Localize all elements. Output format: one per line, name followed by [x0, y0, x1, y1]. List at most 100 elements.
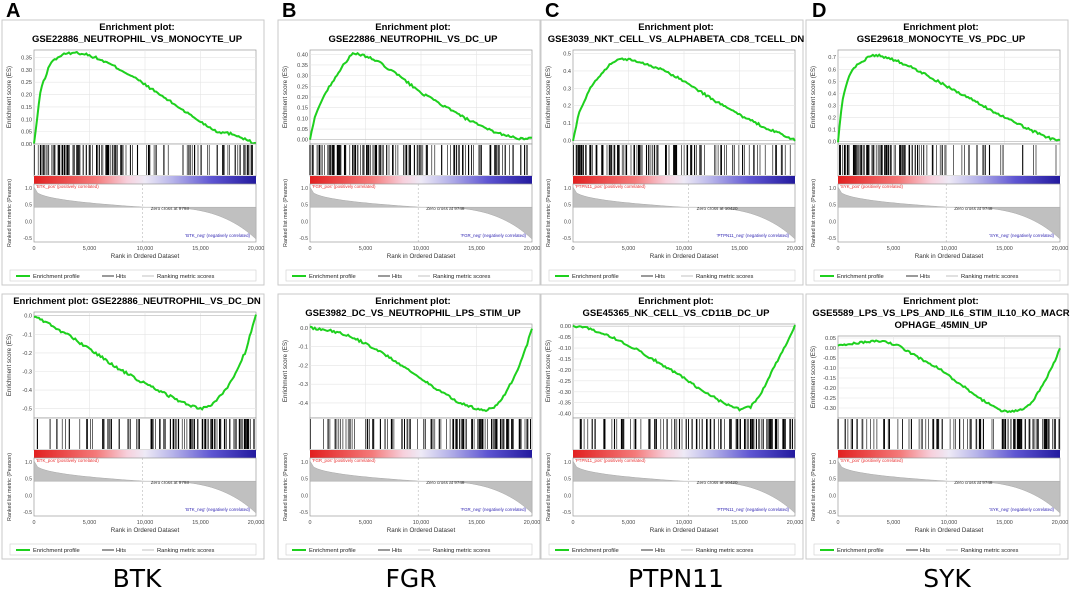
xtick-label: 0	[572, 520, 575, 526]
rank-color-bar	[34, 176, 256, 184]
gsea-panel-a-bottom: Enrichment plot: GSE22886_NEUTROPHIL_VS_…	[1, 293, 265, 560]
legend-profile-label: Enrichment profile	[33, 274, 80, 280]
es-ytick-label: -0.2	[298, 363, 308, 369]
hits-area	[837, 143, 1061, 177]
es-ytick-label: 0.30	[297, 74, 308, 80]
metric-ytick-label: 1.0	[829, 186, 836, 192]
legend-hits-label: Hits	[920, 274, 930, 280]
rank-color-bar	[310, 176, 532, 184]
chart-title-line: GSE3039_NKT_CELL_VS_ALPHABETA_CD8_TCELL_…	[548, 34, 805, 45]
chart-title-line: Enrichment plot:	[903, 22, 978, 33]
es-axis-label: Enrichment score (ES)	[6, 334, 13, 396]
chart-title-line: GSE22886_NEUTROPHIL_VS_MONOCYTE_UP	[32, 34, 243, 45]
metric-ytick-label: 0.5	[301, 203, 308, 209]
es-ytick-label: -0.3	[22, 370, 32, 376]
metric-ytick-label: 0.5	[564, 477, 571, 483]
metric-ytick-label: 1.0	[25, 186, 32, 192]
x-axis-label: Rank in Ordered Dataset	[650, 527, 719, 534]
metric-axis-label: Ranked list metric (Pearson)	[811, 179, 817, 247]
metric-ytick-label: -0.5	[299, 510, 308, 516]
gene-label-ptpn11: PTPN11	[628, 564, 724, 593]
metric-ytick-label: 0.5	[301, 477, 308, 483]
legend-ranking-label: Ranking metric scores	[696, 274, 753, 280]
xtick-label: 10,000	[676, 520, 693, 526]
legend-ranking-label: Ranking metric scores	[433, 548, 490, 554]
xtick-label: 10,000	[941, 246, 958, 252]
xtick-label: 15,000	[468, 246, 485, 252]
hit-lines	[837, 419, 1060, 449]
es-ytick-label: 0.5	[563, 51, 571, 57]
xtick-label: 20,000	[1052, 520, 1069, 526]
metric-ytick-label: 0.5	[25, 477, 32, 483]
metric-ytick-label: 1.0	[829, 460, 836, 466]
xtick-label: 5,000	[83, 246, 97, 252]
es-ytick-label: -0.20	[558, 368, 571, 374]
es-axis-label: Enrichment score (ES)	[810, 346, 817, 408]
es-curve	[572, 57, 796, 142]
legend-ranking-label: Ranking metric scores	[433, 274, 490, 280]
xtick-label: 0	[837, 246, 840, 252]
xtick-label: 0	[309, 520, 312, 526]
chart-title-line: Enrichment plot: GSE22886_NEUTROPHIL_VS_…	[13, 296, 261, 307]
neg-correlated-label: 'PTPN11_neg' (negatively correlated)	[717, 233, 790, 238]
legend-box	[9, 269, 257, 282]
es-ytick-label: 0.25	[297, 84, 308, 90]
xtick-label: 20,000	[787, 520, 804, 526]
es-ytick-label: 0.1	[563, 121, 571, 127]
pos-correlated-label: 'BTK_pos' (positively correlated)	[36, 184, 99, 189]
es-ytick-label: -0.2	[22, 351, 32, 357]
x-axis-label: Rank in Ordered Dataset	[111, 527, 180, 534]
hit-lines	[309, 145, 528, 175]
neg-correlated-label: 'SYK_neg' (negatively correlated)	[989, 233, 1054, 238]
legend-box	[813, 543, 1061, 556]
legend-ranking-label: Ranking metric scores	[696, 548, 753, 554]
ranked-metric-area	[572, 186, 796, 240]
metric-ytick-label: 0.0	[564, 219, 571, 225]
metric-axis-label: Ranked list metric (Pearson)	[546, 179, 552, 247]
xtick-label: 15,000	[731, 246, 748, 252]
ranked-metric-area	[572, 460, 796, 514]
es-curve	[309, 325, 533, 413]
neg-correlated-label: 'PTPN11_neg' (negatively correlated)	[717, 507, 790, 512]
rank-color-bar	[573, 450, 795, 458]
es-ytick-label: -0.15	[823, 376, 836, 382]
es-ytick-label: 0.1	[828, 128, 836, 134]
rank-color-bar	[838, 176, 1060, 184]
es-ytick-label: 0.05	[21, 130, 32, 136]
gsea-panel-b-bottom: Enrichment plot:GSE3982_DC_VS_NEUTROPHIL…	[277, 293, 541, 560]
es-ytick-label: 0.7	[828, 55, 836, 61]
rank-color-bar	[573, 176, 795, 184]
es-ytick-label: -0.5	[22, 407, 32, 413]
xtick-label: 15,000	[996, 520, 1013, 526]
legend-box	[9, 543, 257, 556]
xtick-label: 5,000	[83, 520, 97, 526]
es-axis-label: Enrichment score (ES)	[810, 66, 817, 128]
es-ytick-label: 0.05	[297, 127, 308, 133]
legend-box	[285, 269, 533, 282]
legend-hits-label: Hits	[116, 548, 126, 554]
xtick-label: 5,000	[622, 246, 636, 252]
zero-cross-label: Zero cross at 9748	[954, 480, 993, 485]
x-axis-label: Rank in Ordered Dataset	[111, 253, 180, 260]
chart-title-line: GSE5589_LPS_VS_LPS_AND_IL6_STIM_IL10_KO_…	[812, 308, 1069, 319]
es-ytick-label: 0.6	[828, 67, 836, 73]
hit-lines	[34, 145, 253, 175]
legend-hits-label: Hits	[920, 548, 930, 554]
es-ytick-label: 0.10	[297, 116, 308, 122]
legend-profile-label: Enrichment profile	[572, 274, 619, 280]
ranked-metric-area	[837, 460, 1061, 514]
es-ytick-label: -0.1	[22, 332, 32, 338]
xtick-label: 20,000	[248, 520, 265, 526]
metric-axis-label: Ranked list metric (Pearson)	[283, 453, 289, 521]
ranked-metric-area	[309, 460, 533, 514]
hits-area	[309, 417, 533, 451]
metric-ytick-label: 0.0	[301, 219, 308, 225]
pos-correlated-label: 'FGR_pos' (positively correlated)	[312, 184, 376, 189]
ranked-metric-area	[33, 460, 257, 514]
xtick-label: 20,000	[1052, 246, 1069, 252]
xtick-label: 20,000	[524, 246, 541, 252]
es-ytick-label: -0.35	[558, 401, 571, 407]
ranked-metric-area	[33, 186, 257, 240]
zero-cross-label: Zero cross at 9793	[151, 480, 190, 485]
